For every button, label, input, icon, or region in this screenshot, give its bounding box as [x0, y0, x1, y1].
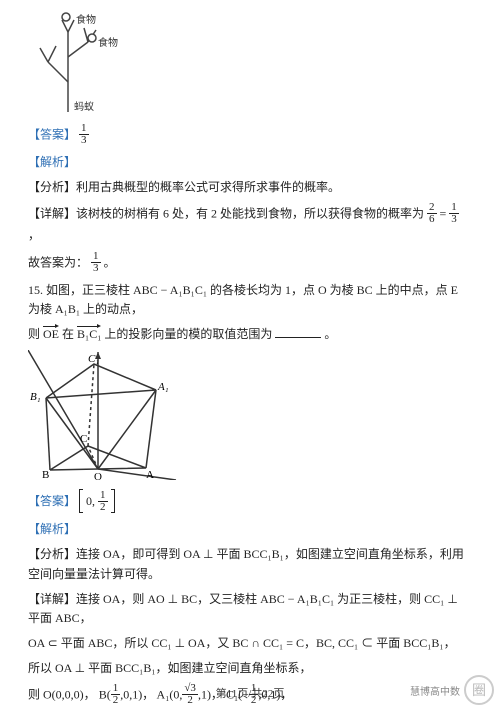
q15-jiexi: 【解析】	[28, 520, 472, 539]
svg-text:B₁: B₁	[30, 391, 41, 403]
q14-gu: 故答案为：	[28, 255, 88, 269]
prism-figure: A B C O A₁ B₁ C₁	[28, 350, 472, 484]
svg-text:O: O	[94, 471, 102, 480]
q14-final: 故答案为： 1 3 。	[28, 252, 472, 275]
q14-answer: 【答案】 1 3	[28, 124, 472, 147]
q14-jiexi: 【解析】	[28, 153, 472, 172]
watermark-icon: 圈	[464, 675, 494, 705]
vec-OE: OE	[43, 326, 59, 340]
q15-line3: 所以 OA ⊥ 平面 BCC₁B₁，如图建立空间直角坐标系，	[28, 659, 472, 678]
q15-stem-a: 15. 如图，正三棱柱 ABC − A₁B₁C₁ 的各棱长均为 1，点 O 为棱…	[28, 281, 472, 319]
stick-figure: 食物 食物 蚂蚁	[28, 12, 472, 118]
svg-text:C: C	[80, 433, 87, 445]
q15-line2: OA ⊂ 平面 ABC，所以 CC₁ ⊥ OA，又 BC ∩ CC₁ = C，B…	[28, 634, 472, 653]
svg-text:B: B	[42, 469, 49, 480]
q14-xiangjie-a: 【详解】该树枝的树梢有 6 处，有 2 处能找到食物，所以获得食物的概率为	[28, 207, 424, 221]
stick-food2-label: 食物	[98, 36, 118, 49]
q14-xiangjie: 【详解】该树枝的树梢有 6 处，有 2 处能找到食物，所以获得食物的概率为 2 …	[28, 203, 472, 245]
watermark-text: 慧博高中数	[410, 683, 460, 698]
q14-answer-frac: 1 3	[79, 123, 89, 146]
q14-period: 。	[104, 255, 116, 269]
q15-fenxi: 【分析】连接 OA，即可得到 OA ⊥ 平面 BCC₁B₁，如图建立空间直角坐标…	[28, 545, 472, 583]
stick-ant-label: 蚂蚁	[74, 100, 94, 113]
q15-line1: 【详解】连接 OA，则 AO ⊥ BC，又三棱柱 ABC − A₁B₁C₁ 为正…	[28, 590, 472, 628]
q14-final-frac: 1 3	[91, 251, 101, 274]
svg-text:A: A	[146, 469, 154, 480]
stick-food1-label: 食物	[76, 13, 96, 26]
vec-B1C1: B₁C₁	[77, 326, 101, 340]
bracket-right	[111, 489, 115, 513]
answer-label: 【答案】	[28, 127, 76, 141]
watermark: 慧博高中数 圈	[410, 675, 494, 705]
blank	[275, 325, 321, 338]
svg-text:A₁: A₁	[157, 381, 169, 393]
answer-label-2: 【答案】	[28, 494, 76, 508]
range-right: 1 2	[98, 490, 108, 513]
q14-frac2: 1 3	[449, 202, 459, 225]
q14-eq: =	[440, 207, 447, 221]
q15-answer: 【答案】 0, 1 2	[28, 490, 472, 514]
svg-text:C₁: C₁	[88, 353, 99, 365]
bracket-left	[79, 489, 83, 513]
q15-stem-b: 则 OE 在 B₁C₁ 上的投影向量的模的取值范围为 。	[28, 325, 472, 344]
q14-comma: ，	[28, 228, 40, 242]
q14-fenxi: 【分析】利用古典概型的概率公式可求得所求事件的概率。	[28, 178, 472, 197]
range-left: 0	[86, 494, 92, 508]
q14-frac1: 2 6	[427, 202, 437, 225]
